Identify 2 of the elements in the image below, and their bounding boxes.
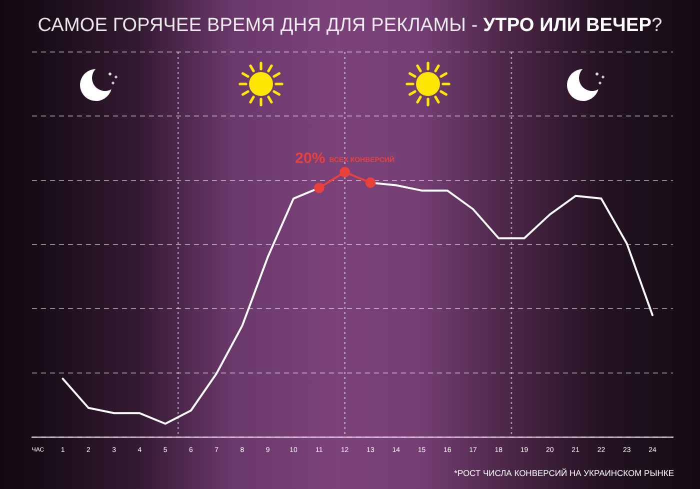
- text: *РОСТ ЧИСЛА КОНВЕРСИЙ НА УКРАИНСКОМ РЫНКЕ: [454, 468, 674, 478]
- chart-title: САМОЕ ГОРЯЧЕЕ ВРЕМЯ ДНЯ ДЛЯ РЕКЛАМЫ - УТРО ИЛИ ВЕЧЕР?: [36, 15, 664, 37]
